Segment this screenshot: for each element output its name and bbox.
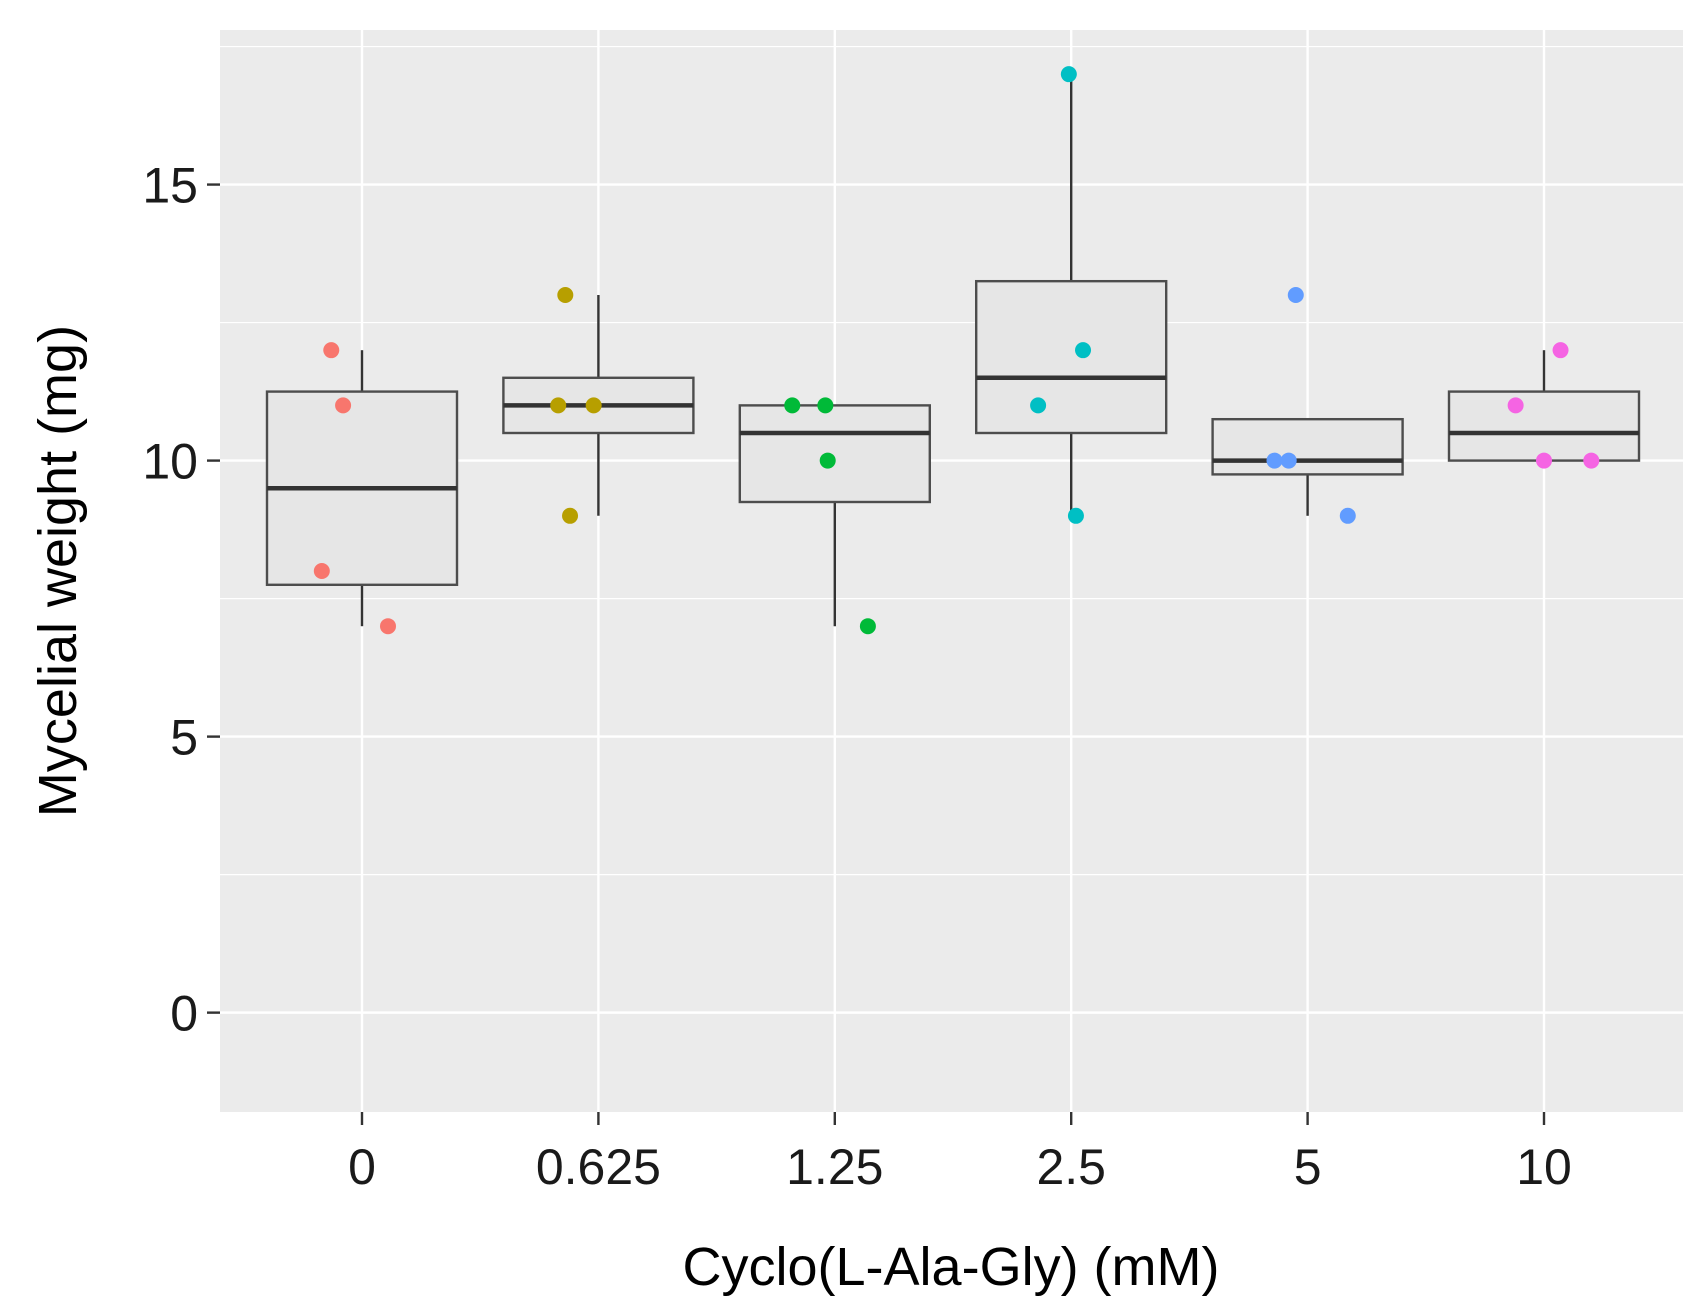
y-tick-label: 0 <box>170 986 198 1042</box>
data-point <box>380 618 397 635</box>
box-iqr <box>738 404 931 504</box>
data-point <box>1507 397 1524 414</box>
y-tick-label: 5 <box>170 710 198 766</box>
y-tick-label: 15 <box>142 158 198 214</box>
data-point <box>1266 452 1283 469</box>
data-point <box>819 452 836 469</box>
data-point <box>562 507 579 524</box>
x-tick-label: 0 <box>348 1139 376 1195</box>
data-point <box>817 397 834 414</box>
box-iqr <box>1211 417 1404 476</box>
data-point <box>1060 66 1077 83</box>
box-iqr <box>1447 390 1641 462</box>
data-point <box>784 397 801 414</box>
data-point <box>1280 452 1297 469</box>
box-iqr <box>975 279 1168 435</box>
data-point <box>859 618 876 635</box>
x-tick-label: 10 <box>1516 1139 1572 1195</box>
data-point <box>1536 452 1552 469</box>
data-point <box>1067 507 1084 524</box>
data-point <box>323 342 340 359</box>
data-point <box>1075 342 1092 359</box>
data-point <box>335 397 352 414</box>
data-point <box>1583 452 1600 469</box>
y-axis-title: Mycelial weight (mg) <box>28 325 88 817</box>
x-tick-label: 5 <box>1294 1139 1322 1195</box>
data-point <box>550 397 567 414</box>
data-point <box>1339 507 1356 524</box>
box-layer <box>265 74 1641 627</box>
y-tick-label: 10 <box>142 434 198 490</box>
data-point <box>1287 286 1304 303</box>
plot-panel <box>220 30 1683 1112</box>
axis-layer: 0 5 10 15 0 0.625 1.25 2.5 5 10 <box>142 158 1571 1195</box>
x-axis-title: Cyclo(L-Ala-Gly) (mM) <box>683 1237 1220 1297</box>
data-point <box>1552 342 1569 359</box>
x-tick-label: 2.5 <box>1036 1139 1106 1195</box>
point-layer <box>313 66 1600 635</box>
data-point <box>585 397 602 414</box>
data-point <box>313 563 330 579</box>
data-point <box>557 286 574 303</box>
data-point <box>1030 397 1047 414</box>
x-tick-label: 0.625 <box>536 1139 661 1195</box>
x-tick-label: 1.25 <box>786 1139 883 1195</box>
